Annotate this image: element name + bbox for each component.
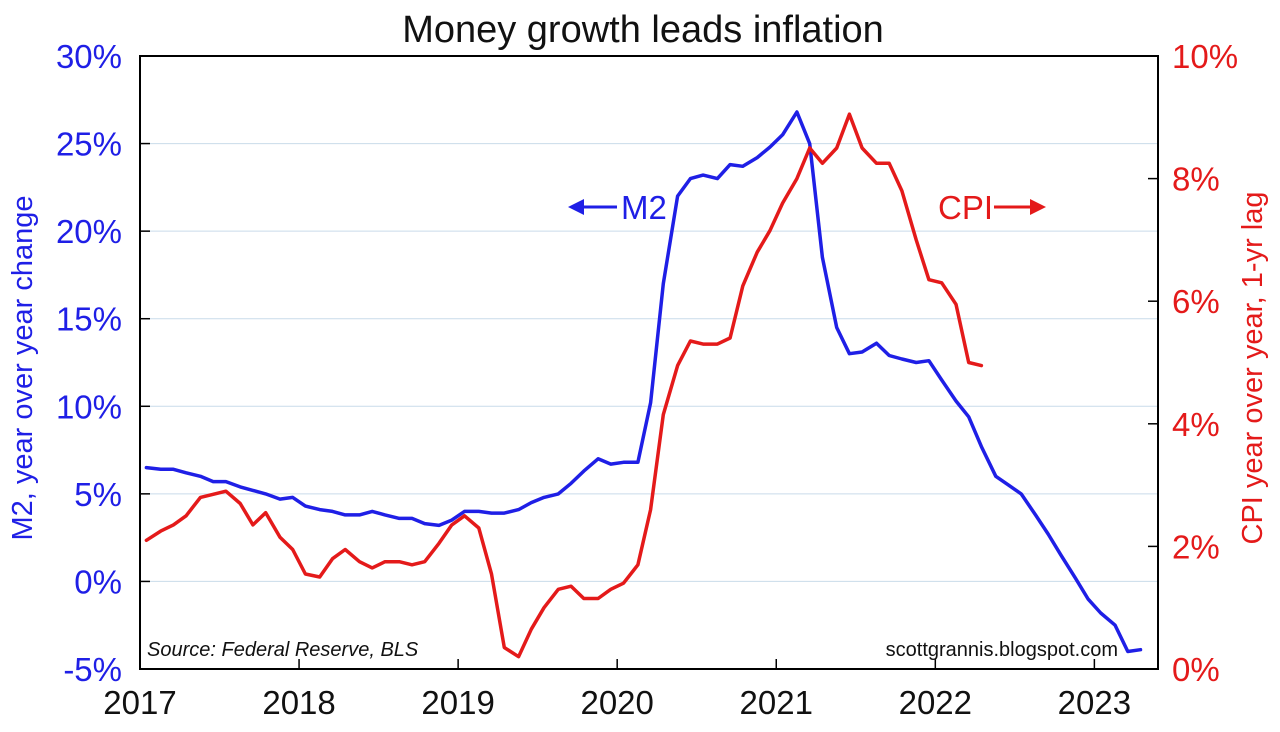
series-line-m2 xyxy=(144,110,1143,654)
left-tick-label: 15% xyxy=(56,301,122,338)
left-tick-label: 20% xyxy=(56,213,122,250)
left-axis-label: M2, year over year change xyxy=(7,196,39,541)
ticks: -5% 0% 5% 10% 15% 20% 25% 30% 0% 2% 4% 6% 8% 10% 2017 2… xyxy=(56,38,1238,721)
plot-frame xyxy=(139,55,1159,670)
right-axis-label: CPI year over year, 1-yr lag xyxy=(1237,192,1269,545)
left-tick-label: -5% xyxy=(63,651,122,688)
m2-annotation: M2 xyxy=(568,189,667,226)
x-tick-label: 2018 xyxy=(262,684,335,721)
left-tick-label: 5% xyxy=(74,476,122,513)
left-tick-label: 25% xyxy=(56,126,122,163)
cpi-annotation: CPI xyxy=(938,189,1046,226)
series-layer xyxy=(144,110,1143,659)
left-tick-label: 0% xyxy=(74,563,122,600)
left-tick-label: 10% xyxy=(56,388,122,425)
m2-arrow-head-icon xyxy=(568,199,584,215)
x-tick-label: 2023 xyxy=(1058,684,1131,721)
right-tick-label: 6% xyxy=(1172,283,1220,320)
cpi-label: CPI xyxy=(938,189,993,226)
right-tick-label: 8% xyxy=(1172,161,1220,198)
credit-note: scottgrannis.blogspot.com xyxy=(886,639,1118,661)
m2-label: M2 xyxy=(621,189,667,226)
chart-title: Money growth leads inflation xyxy=(402,9,884,51)
left-tick-label: 30% xyxy=(56,38,122,75)
series-line-cpi xyxy=(144,112,984,659)
x-tick-label: 2020 xyxy=(580,684,653,721)
right-tick-label: 10% xyxy=(1172,38,1238,75)
right-tick-label: 0% xyxy=(1172,651,1220,688)
x-tick-label: 2017 xyxy=(103,684,176,721)
source-note: Source: Federal Reserve, BLS xyxy=(147,639,419,661)
right-tick-label: 2% xyxy=(1172,528,1220,565)
right-tick-label: 4% xyxy=(1172,406,1220,443)
cpi-arrow-head-icon xyxy=(1030,199,1046,215)
x-tick-label: 2022 xyxy=(899,684,972,721)
x-tick-label: 2021 xyxy=(740,684,813,721)
x-tick-label: 2019 xyxy=(421,684,494,721)
